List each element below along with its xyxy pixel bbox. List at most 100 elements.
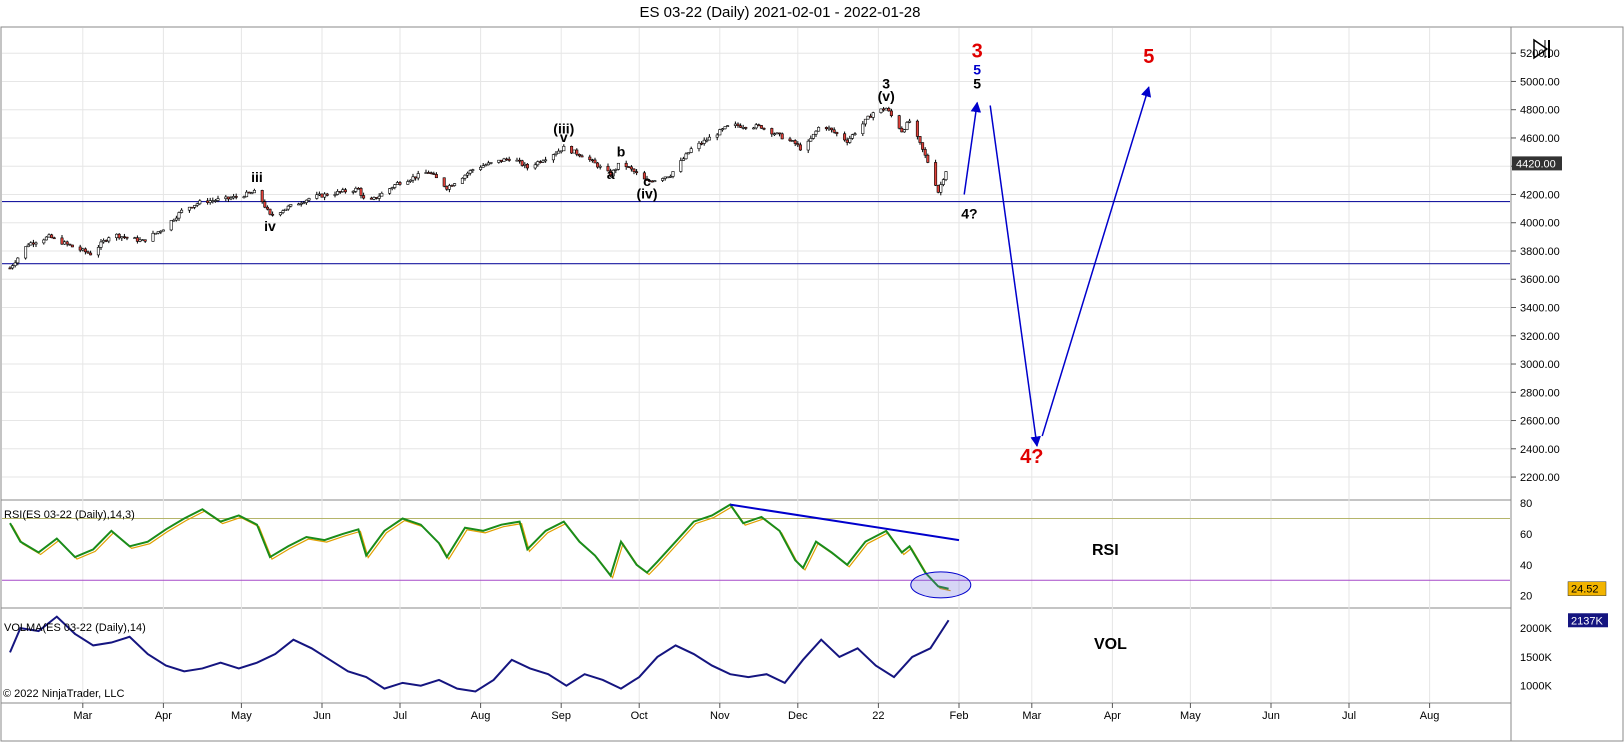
price-tick-label: 4000.00 — [1520, 218, 1560, 230]
candle-body — [307, 198, 311, 201]
rsi-value-badge — [1567, 581, 1607, 596]
candle-body — [13, 262, 17, 266]
candle-body — [523, 163, 527, 166]
candle-body — [757, 124, 761, 127]
candle-body — [414, 176, 418, 179]
axis-labels: Mar Apr May Jun Jul Aug Sep Oct Nov Dec 22 Feb Mar Ap… — [73, 48, 1608, 722]
candle-body — [359, 188, 363, 196]
rsi-tick-label: 60 — [1520, 529, 1532, 541]
candle-body — [788, 138, 792, 141]
candle-body — [408, 179, 412, 182]
candle-body — [671, 171, 675, 177]
candle-body — [271, 213, 275, 216]
candle-body — [141, 239, 145, 241]
candle-body — [302, 202, 306, 204]
rsi-oversold-highlight — [910, 571, 972, 599]
x-tick-label: Sep — [551, 710, 571, 722]
scroll-to-end-icon[interactable] — [1533, 38, 1550, 60]
x-tick-label: Feb — [950, 710, 969, 722]
candle-body — [666, 176, 670, 179]
candle-body — [63, 241, 67, 245]
candle-body — [593, 159, 597, 164]
candle-body — [81, 248, 85, 251]
candle-body — [120, 236, 124, 239]
candle-body — [213, 200, 217, 202]
candle-body — [796, 143, 800, 146]
wave-label: 3 — [882, 76, 890, 92]
wave-label: 5 — [973, 76, 981, 92]
candle-body — [447, 185, 451, 190]
rsi-line — [9, 503, 949, 590]
x-tick-label: Oct — [631, 710, 648, 722]
candle-body — [936, 185, 940, 193]
price-tick-label: 2800.00 — [1520, 387, 1560, 399]
candle-body — [161, 229, 165, 232]
candle-body — [286, 205, 290, 210]
candle-body — [24, 246, 28, 259]
x-tick-label: Aug — [471, 710, 491, 722]
x-tick-label: Apr — [155, 710, 172, 722]
candle-body — [52, 237, 56, 240]
wave-arrow — [963, 101, 982, 195]
vol-panel[interactable] — [0, 607, 1512, 704]
candle-body — [445, 185, 449, 190]
price-tick-label: 2400.00 — [1520, 444, 1560, 456]
rsi-divergence-trendline — [730, 503, 960, 542]
candle-body — [133, 237, 137, 239]
chart-title: ES 03-22 (Daily) 2021-02-01 - 2022-01-28 — [639, 4, 921, 21]
candle-body — [325, 193, 329, 196]
candle-body — [351, 191, 355, 193]
candle-body — [661, 178, 665, 181]
candle-body — [380, 192, 384, 197]
candle-body — [11, 265, 15, 269]
x-tick-label: May — [231, 710, 252, 722]
price-tick-label: 3000.00 — [1520, 359, 1560, 371]
candle-body — [263, 201, 267, 208]
candle-body — [653, 180, 657, 182]
candle-body — [915, 120, 919, 137]
wave-label: 5 — [1143, 46, 1154, 68]
candle-body — [338, 191, 342, 193]
candle-body — [824, 127, 828, 130]
candle-body — [780, 133, 784, 140]
candle-body — [29, 242, 33, 246]
candle-body — [536, 161, 540, 166]
candle-body — [596, 162, 600, 168]
candle-body — [284, 208, 288, 211]
candle-body — [635, 171, 639, 174]
candle-body — [843, 133, 847, 141]
candle-body — [336, 191, 340, 195]
candle-body — [499, 159, 503, 162]
candle-body — [117, 233, 121, 239]
rsi-panel[interactable] — [0, 499, 1512, 609]
candle-body — [739, 125, 743, 128]
candle-body — [770, 128, 774, 135]
candle-body — [515, 159, 519, 162]
candle-body — [172, 219, 176, 222]
candle-body — [863, 118, 867, 125]
candle-body — [497, 159, 501, 163]
candle-body — [154, 232, 158, 235]
price-tick-label: 3200.00 — [1520, 331, 1560, 343]
x-tick-label: Mar — [1022, 710, 1041, 722]
candle-body — [177, 212, 181, 219]
candle-body — [416, 173, 420, 179]
vol-tick-label: 1000K — [1520, 681, 1552, 693]
candle-body — [921, 142, 925, 150]
candle-body — [905, 122, 909, 130]
candle-body — [570, 145, 574, 154]
candle-body — [918, 136, 922, 143]
wave-label: 5 — [973, 61, 981, 77]
wave-label: (v) — [878, 88, 895, 104]
candle-body — [814, 130, 818, 135]
candle-body — [850, 134, 854, 139]
candle-body — [590, 159, 594, 162]
candle-body — [169, 220, 173, 231]
candle-body — [198, 200, 202, 205]
rsi-indicator — [2, 503, 1510, 599]
candle-body — [317, 193, 321, 196]
candle-body — [575, 149, 579, 155]
candle-body — [281, 210, 285, 213]
candle-body — [684, 153, 688, 160]
